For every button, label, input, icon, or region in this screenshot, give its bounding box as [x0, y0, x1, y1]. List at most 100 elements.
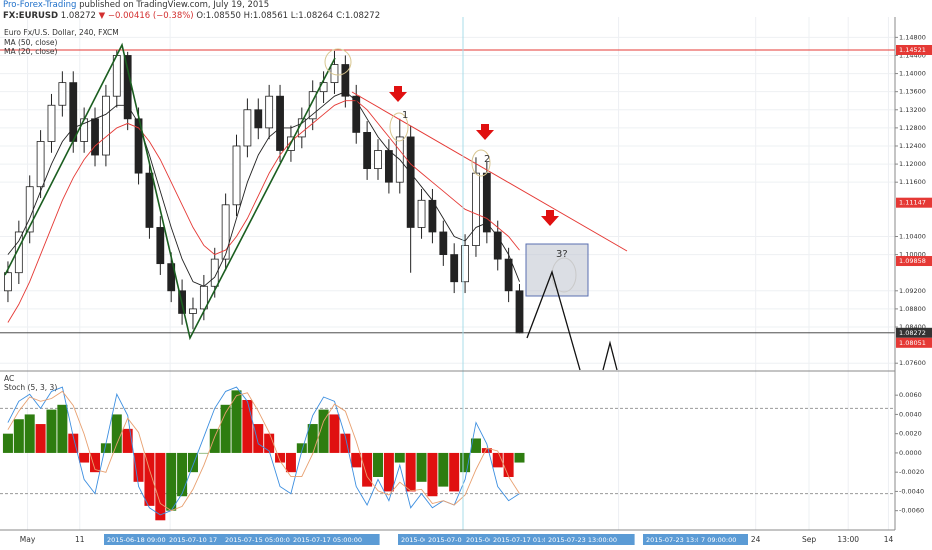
indicator-title: AC: [4, 374, 14, 383]
ac-bar: [209, 428, 220, 453]
date-label: [398, 534, 448, 545]
circle: [324, 48, 352, 76]
ac-bar: [231, 390, 242, 453]
ac-bar: [24, 414, 35, 453]
arrow: [389, 86, 407, 102]
date-label-text: 2015-07-10 17: [169, 536, 217, 544]
y-tick-label: 1.10000: [899, 251, 926, 259]
target-box: [525, 243, 589, 297]
y-tick-label: 1.12800: [899, 124, 926, 132]
arrow: [541, 210, 559, 226]
ac-bar: [35, 424, 46, 453]
ac-bar: [177, 452, 188, 497]
y-tick-label: -0.0040: [899, 487, 924, 495]
x-tick-label: 13:00: [837, 535, 859, 544]
ac-bar: [307, 424, 318, 453]
ac-bar: [405, 452, 416, 492]
trend-line: [351, 91, 628, 252]
circle: [389, 112, 409, 142]
ac-bar: [503, 452, 514, 477]
candle-body: [363, 132, 372, 170]
ac-bar: [220, 404, 231, 453]
price-tag: [896, 197, 932, 208]
date-label: [222, 534, 312, 545]
indicator-title: Stoch (5, 3, 3): [4, 383, 57, 392]
annotation: 1: [402, 110, 408, 121]
candle-body: [243, 109, 252, 147]
date-label: [290, 534, 380, 545]
candle-body: [4, 272, 12, 292]
change: ▼ −0.00416 (−0.38%): [98, 11, 194, 21]
legend-entry: MA (50, close): [4, 38, 58, 47]
candle-body: [156, 227, 165, 265]
y-tick-label: 1.08800: [899, 305, 926, 313]
y-tick-label: 1.13200: [899, 106, 926, 114]
candle-body: [58, 82, 67, 106]
y-tick-label: 0.0040: [899, 410, 922, 418]
date-label-text: 2015-06-18 09:00:00: [107, 536, 176, 544]
y-tick-label: -0.0020: [899, 468, 924, 476]
annotation: 3?: [556, 249, 568, 260]
y-tick-label: 1.14800: [899, 33, 926, 41]
last: 1.08272: [60, 11, 96, 21]
ac-bar: [264, 433, 275, 453]
candle-body: [417, 199, 426, 228]
ac-bar: [144, 452, 155, 506]
ac-bar: [318, 409, 329, 453]
y-tick-label: 0.0060: [899, 391, 922, 399]
publisher[interactable]: Pro-Forex-Trading: [3, 0, 77, 10]
x-tick-label: 11: [75, 535, 85, 544]
y-tick-label: 1.12400: [899, 142, 926, 150]
candle-body: [232, 145, 241, 206]
price-tag-label: 1.08051: [899, 339, 926, 347]
y-tick-label: 1.11600: [899, 178, 926, 186]
axis-layer: 1.14800 1.14400 1.14000 1.13600 1.13200 1.128…: [20, 33, 932, 545]
candle-body: [102, 95, 110, 156]
candle-body: [221, 204, 230, 260]
candle-body: [504, 258, 513, 292]
y-tick-label: 1.10400: [899, 232, 926, 240]
header: Pro-Forex-Trading published on TradingVi…: [0, 0, 932, 30]
ac-bar: [329, 414, 340, 453]
candle-body: [406, 136, 415, 228]
ac-bar: [122, 428, 133, 453]
candle-body: [167, 263, 176, 292]
candle-body: [254, 109, 263, 129]
ac-bar: [100, 443, 111, 453]
ac-bar: [492, 452, 503, 468]
candle-body: [341, 64, 350, 97]
ac-bar: [449, 452, 460, 492]
ac-bar: [253, 424, 264, 453]
candle-body: [439, 231, 448, 255]
ac-bar: [427, 452, 438, 497]
date-label: [698, 534, 748, 545]
publish-line: Pro-Forex-Trading published on TradingVi…: [0, 0, 932, 11]
ac-bar: [514, 452, 525, 463]
price-tag-label: 1.09858: [899, 257, 926, 265]
candle-body: [308, 91, 317, 120]
ac-bar: [198, 452, 209, 454]
date-label: [104, 534, 194, 545]
candle-body: [515, 290, 524, 334]
date-label: [643, 534, 733, 545]
ac-bar: [79, 452, 90, 463]
date-label-text: 2015-07-0: [428, 536, 462, 544]
circle: [551, 257, 577, 293]
symbol: FX:EURUSD: [3, 11, 59, 21]
ma-line: [7, 91, 520, 287]
price-tag: [896, 337, 932, 348]
quote-line: FX:EURUSD 1.08272 ▼ −0.00416 (−0.38%) O:…: [0, 11, 932, 22]
legend-entry: MA (20, close): [4, 47, 58, 56]
price-tag-label: 1.11147: [899, 199, 926, 207]
ac-bar: [416, 452, 427, 482]
price-tag: [896, 44, 932, 55]
candle-body: [265, 95, 274, 129]
zigzag: [4, 42, 336, 341]
candle-body: [374, 150, 382, 170]
ac-bar: [438, 452, 449, 487]
ac-bar: [57, 404, 68, 453]
date-label: [545, 534, 635, 545]
date-label-text: 2015-07-17 05:00:00: [293, 536, 362, 544]
